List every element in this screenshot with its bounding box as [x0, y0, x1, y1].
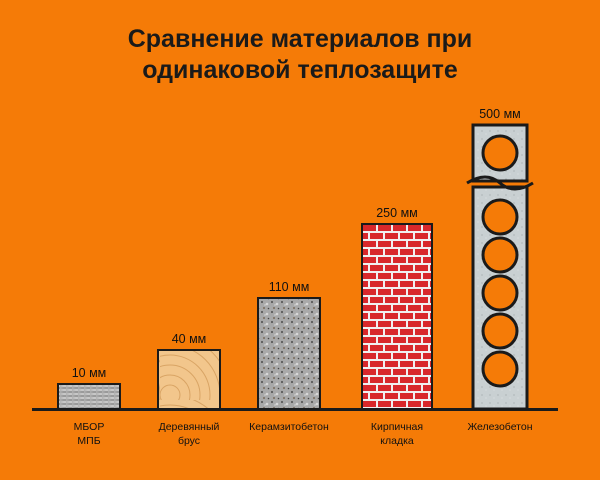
concrete-hollow-core [481, 198, 519, 236]
value-label: 10 мм [72, 366, 107, 380]
baseline [32, 408, 558, 411]
category-label: Деревянный [159, 421, 220, 433]
bar-brick [361, 223, 433, 410]
chart-title-line-1: Сравнение материалов при [128, 25, 473, 53]
axis-break [466, 175, 534, 191]
concrete-hollow-core [481, 236, 519, 274]
bar-mbor [57, 383, 121, 410]
label-group: 10 мм МБОР МПБ 40 мм Деревянный брус 110 мм Кер… [72, 107, 533, 447]
bar-group [57, 123, 534, 411]
category-label: МПБ [77, 435, 100, 447]
category-label: брус [178, 435, 200, 447]
concrete-hollow-core [481, 134, 519, 172]
chart-title-line-2: одинаковой теплозащите [142, 56, 458, 84]
value-label: 250 мм [376, 206, 418, 220]
value-label: 110 мм [269, 280, 310, 294]
concrete-hollow-core [481, 350, 519, 388]
category-label: Кирпичная [371, 421, 423, 433]
bar-aggregate [257, 297, 321, 410]
concrete-hollow-core [481, 274, 519, 312]
category-label: Железобетон [467, 421, 532, 433]
category-label: кладка [380, 435, 414, 447]
concrete-hollow-core [481, 312, 519, 350]
value-label: 40 мм [172, 332, 207, 346]
value-label: 500 мм [479, 107, 521, 121]
category-label: МБОР [74, 421, 105, 433]
bar-wood [157, 349, 221, 410]
category-label: Керамзитобетон [249, 421, 329, 433]
bar-concrete [466, 123, 534, 411]
